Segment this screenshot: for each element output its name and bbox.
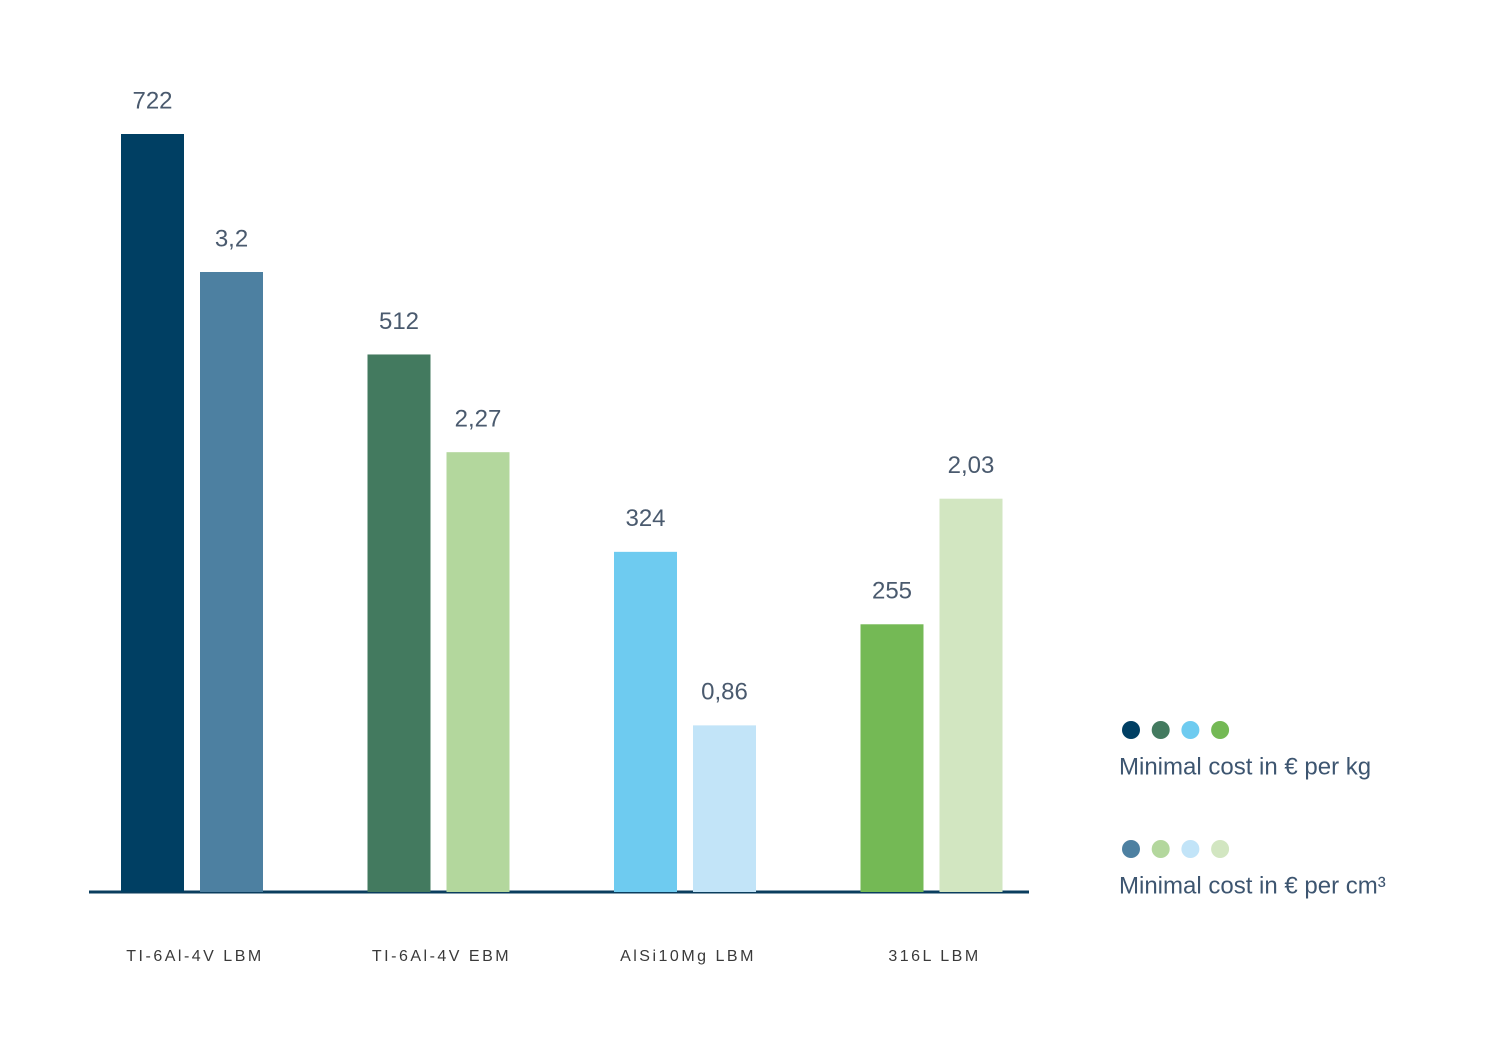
legend-dot	[1122, 840, 1140, 858]
bar	[367, 354, 431, 892]
value-label: 324	[625, 505, 665, 532]
x-tick-label: 316L LBM	[888, 948, 980, 965]
bar	[693, 725, 756, 892]
legend-dot	[1151, 840, 1170, 858]
value-label: 3,2	[215, 225, 248, 252]
bar	[939, 498, 1003, 892]
bar	[200, 272, 263, 892]
legend-label: Minimal cost in € per cm³	[1119, 872, 1386, 899]
bar	[121, 134, 184, 892]
x-tick-label: TI-6Al-4V LBM	[126, 948, 263, 965]
value-label: 0,86	[701, 679, 748, 706]
value-label: 255	[872, 578, 912, 605]
legend-label: Minimal cost in € per kg	[1119, 753, 1371, 780]
x-tick-label: TI-6Al-4V EBM	[372, 948, 511, 965]
value-label: 512	[379, 308, 419, 335]
legend-dot	[1211, 840, 1230, 858]
value-label: 2,27	[455, 406, 502, 433]
x-tick-label: AlSi10Mg LBM	[620, 948, 756, 965]
legend-dot	[1211, 721, 1230, 739]
legend-dot	[1122, 721, 1140, 739]
value-label: 2,03	[948, 452, 995, 479]
legend-dot	[1181, 840, 1200, 858]
legend-dot	[1181, 721, 1200, 739]
bar	[446, 452, 510, 892]
legend-dot	[1151, 721, 1170, 739]
bar	[614, 551, 677, 892]
bar	[860, 624, 924, 892]
value-label: 722	[132, 87, 172, 114]
